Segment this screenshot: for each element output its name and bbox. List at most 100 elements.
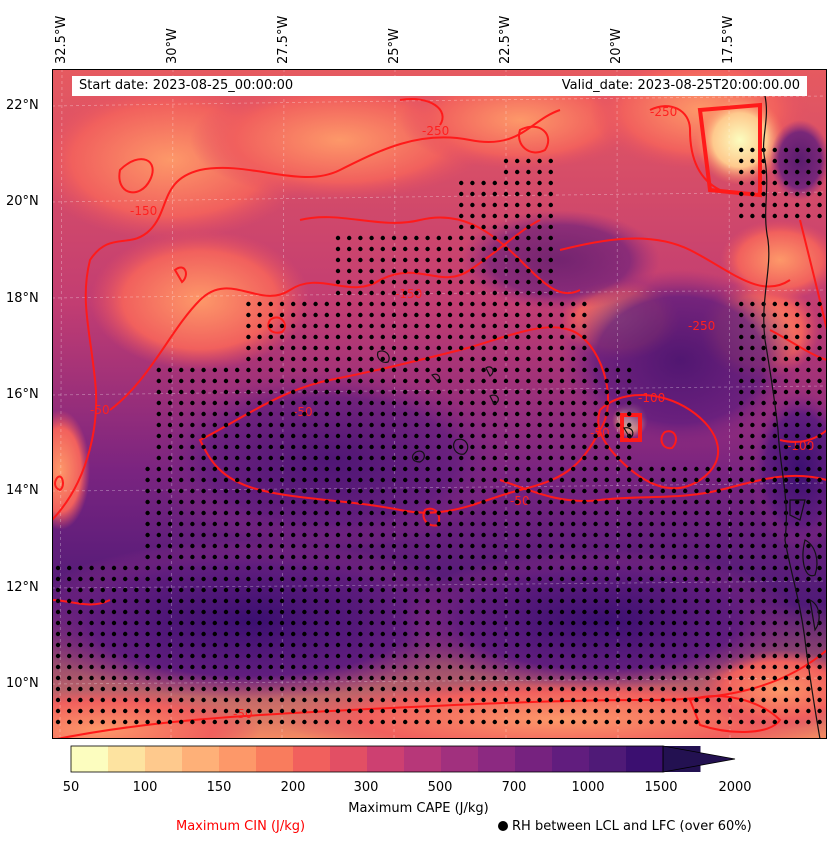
rh-dot bbox=[436, 301, 441, 307]
rh-dot bbox=[571, 345, 576, 351]
rh-dot bbox=[167, 609, 173, 615]
rh-dot bbox=[335, 279, 341, 285]
rh-dot bbox=[134, 587, 139, 593]
rh-dot bbox=[817, 455, 822, 461]
rh-dot bbox=[526, 642, 531, 648]
rh-dot bbox=[761, 686, 766, 692]
rh-dot bbox=[492, 642, 497, 648]
rh-dot bbox=[156, 510, 161, 516]
rh-dot bbox=[347, 422, 352, 428]
rh-dot bbox=[649, 686, 654, 692]
rh-dot bbox=[795, 499, 800, 505]
rh-dot bbox=[223, 389, 229, 395]
rh-dot bbox=[783, 642, 789, 648]
rh-dot bbox=[369, 554, 374, 560]
rh-dot bbox=[481, 444, 486, 450]
rh-dot bbox=[347, 257, 352, 263]
colorbar-swatch bbox=[515, 746, 553, 772]
rh-dot bbox=[212, 400, 217, 406]
rh-dot bbox=[481, 455, 486, 461]
rh-dot bbox=[335, 598, 341, 604]
rh-dot bbox=[391, 290, 397, 296]
rh-dot bbox=[167, 466, 173, 472]
rh-dot bbox=[772, 367, 777, 373]
rh-dot bbox=[750, 466, 755, 472]
rh-dot bbox=[425, 697, 430, 703]
rh-dot bbox=[537, 235, 542, 241]
rh-dot bbox=[526, 686, 531, 692]
rh-dot bbox=[806, 488, 811, 494]
rh-dot bbox=[526, 345, 531, 351]
rh-dot bbox=[347, 312, 352, 318]
rh-dot bbox=[414, 290, 419, 296]
rh-dot bbox=[761, 191, 766, 197]
rh-dot bbox=[436, 565, 441, 571]
rh-dot bbox=[414, 389, 419, 395]
rh-dot bbox=[627, 510, 632, 516]
rh-dot bbox=[145, 675, 150, 681]
rh-dot bbox=[403, 279, 408, 285]
rh-dot bbox=[447, 312, 453, 318]
rh-dot bbox=[806, 620, 811, 626]
rh-dot bbox=[313, 301, 318, 307]
rh-dot bbox=[391, 554, 397, 560]
rh-dot bbox=[761, 433, 766, 439]
rh-dot bbox=[223, 686, 229, 692]
rh-dot bbox=[369, 609, 374, 615]
rh-dot bbox=[750, 191, 755, 197]
rh-dot bbox=[414, 499, 419, 505]
rh-dot bbox=[100, 697, 106, 703]
rh-dot bbox=[727, 521, 733, 527]
rh-dot bbox=[772, 587, 777, 593]
rh-dot bbox=[179, 565, 184, 571]
rh-dot bbox=[201, 510, 206, 516]
rh-dot bbox=[436, 598, 441, 604]
rh-dot bbox=[347, 653, 352, 659]
rh-dot bbox=[761, 521, 766, 527]
rh-dot bbox=[313, 433, 318, 439]
rh-dot bbox=[369, 521, 374, 527]
rh-dot bbox=[447, 488, 453, 494]
rh-dot bbox=[335, 510, 341, 516]
rh-dot bbox=[716, 521, 721, 527]
rh-dot bbox=[268, 356, 273, 362]
rh-dot bbox=[268, 444, 273, 450]
rh-dot bbox=[593, 576, 598, 582]
rh-dot bbox=[739, 444, 744, 450]
rh-dot bbox=[313, 653, 318, 659]
rh-dot bbox=[750, 653, 755, 659]
rh-dot bbox=[347, 444, 352, 450]
rh-dot bbox=[470, 466, 475, 472]
rh-dot bbox=[649, 521, 654, 527]
rh-dot bbox=[548, 400, 553, 406]
rh-dot bbox=[571, 675, 576, 681]
rh-dot bbox=[279, 686, 285, 692]
rh-dot bbox=[358, 422, 363, 428]
rh-dot bbox=[403, 576, 408, 582]
rh-dot bbox=[123, 697, 128, 703]
rh-dot bbox=[761, 400, 766, 406]
rh-dot bbox=[571, 378, 576, 384]
rh-legend: RH between LCL and LFC (over 60%) bbox=[498, 819, 752, 834]
rh-dot bbox=[470, 312, 475, 318]
rh-dot bbox=[212, 664, 217, 670]
rh-dot bbox=[111, 565, 117, 571]
rh-dot bbox=[772, 642, 777, 648]
rh-dot bbox=[694, 587, 699, 593]
rh-dot bbox=[167, 455, 173, 461]
rh-dot bbox=[750, 587, 755, 593]
rh-dot bbox=[358, 367, 363, 373]
rh-dot bbox=[503, 565, 509, 571]
rh-dot bbox=[727, 642, 733, 648]
rh-dot bbox=[503, 675, 509, 681]
rh-dot bbox=[615, 554, 621, 560]
rh-dot bbox=[268, 642, 273, 648]
rh-dot bbox=[515, 444, 520, 450]
rh-dot bbox=[515, 202, 520, 208]
rh-dot bbox=[447, 356, 453, 362]
rh-dot bbox=[795, 686, 800, 692]
rh-dot bbox=[783, 587, 789, 593]
rh-dot bbox=[615, 411, 621, 417]
rh-dot bbox=[515, 653, 520, 659]
rh-dot bbox=[739, 301, 744, 307]
